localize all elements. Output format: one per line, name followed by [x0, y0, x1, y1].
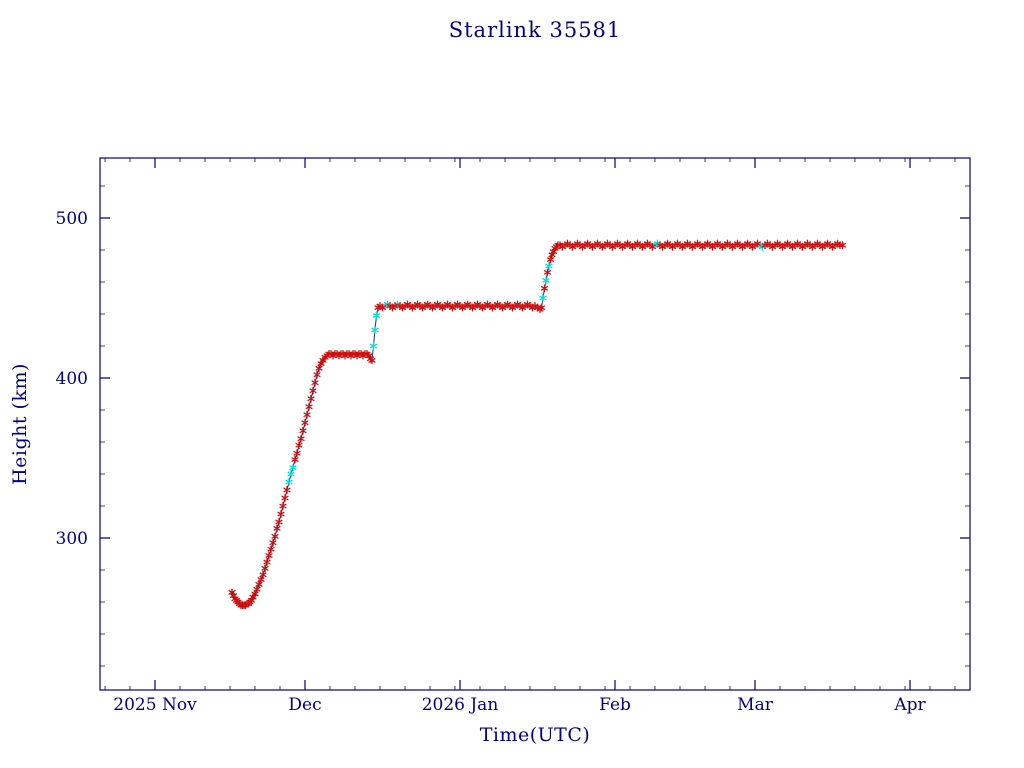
x-tick-label: 2025 Nov: [113, 695, 197, 715]
y-tick-label: 500: [56, 209, 88, 229]
x-tick-label: 2026 Jan: [422, 695, 499, 715]
x-axis-title: Time(UTC): [479, 724, 591, 746]
y-axis-minor-ticks: [100, 185, 970, 667]
chart-title: Starlink 35581: [448, 18, 622, 42]
series-line: [231, 243, 843, 606]
x-axis-major-ticks: [154, 158, 911, 690]
data-points-primary: [228, 239, 847, 610]
x-tick-label: Apr: [893, 695, 926, 715]
y-tick-label: 300: [56, 529, 88, 549]
y-tick-label: 400: [56, 369, 88, 389]
plot-frame: [99, 157, 971, 691]
data-points-secondary: [285, 239, 767, 486]
y-axis-major-ticks: [100, 217, 970, 539]
x-tick-label: Dec: [288, 695, 321, 715]
x-tick-label: Feb: [599, 695, 631, 715]
x-tick-label: Mar: [737, 695, 774, 715]
x-axis-minor-ticks: [104, 158, 956, 690]
